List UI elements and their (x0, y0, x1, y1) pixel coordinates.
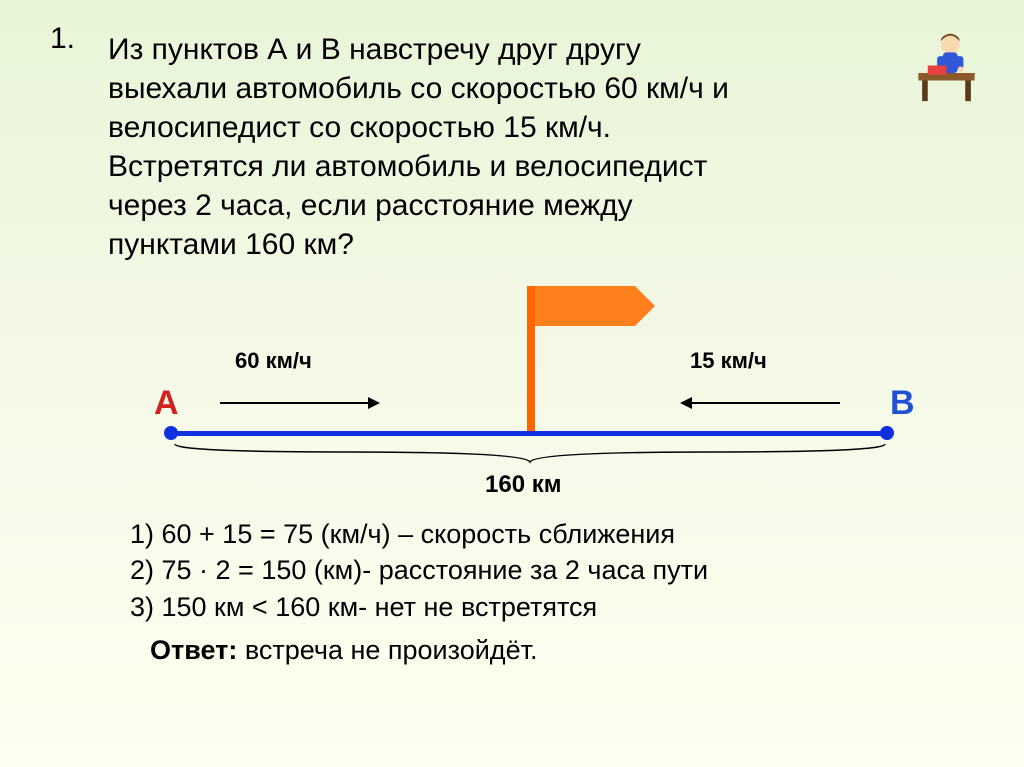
arrow-left-icon (690, 402, 840, 404)
answer-line: Ответ: встреча не произойдёт. (150, 635, 974, 666)
answer-text: встреча не произойдёт. (237, 635, 537, 665)
flag-icon (535, 286, 635, 326)
distance-label: 160 км (485, 471, 561, 499)
solution-steps: 1) 60 + 15 = 75 (км/ч) – скорость сближе… (130, 516, 974, 625)
endpoint-right (880, 426, 894, 440)
problem-text: Из пунктов А и В навстречу друг другу вы… (108, 30, 758, 264)
solution-step-3: 3) 150 км < 160 км- нет не встретятся (130, 589, 974, 625)
arrow-right-icon (220, 402, 370, 404)
motion-diagram: 60 км/ч 15 км/ч А В 160 км (130, 286, 910, 496)
curly-brace-icon (170, 442, 890, 464)
speed-right-label: 15 км/ч (690, 348, 767, 374)
solution-step-2: 2) 75 · 2 = 150 (км)- расстояние за 2 ча… (130, 552, 974, 588)
point-b-label: В (890, 384, 915, 423)
student-at-desk-icon (909, 28, 984, 108)
speed-left-label: 60 км/ч (235, 348, 312, 374)
endpoint-left (164, 426, 178, 440)
problem-number: 1. (50, 22, 75, 56)
point-a-label: А (154, 384, 179, 423)
flag-pole (527, 286, 535, 434)
distance-line (170, 431, 890, 436)
answer-label: Ответ: (150, 635, 237, 665)
solution-step-1: 1) 60 + 15 = 75 (км/ч) – скорость сближе… (130, 516, 974, 552)
